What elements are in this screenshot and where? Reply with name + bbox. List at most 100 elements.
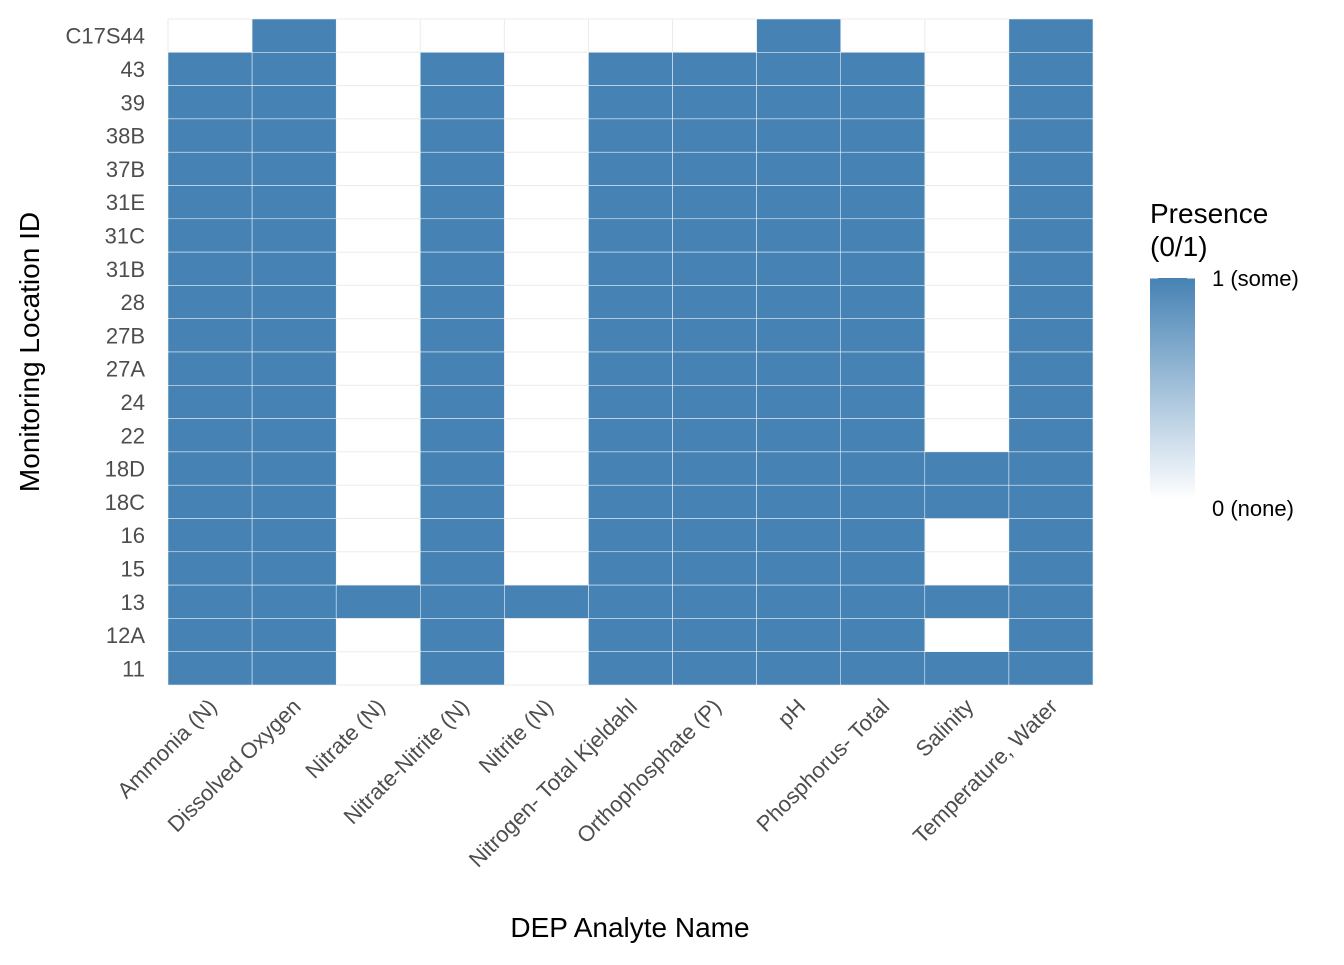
y-tick-label: 13	[121, 590, 145, 615]
heatmap-cell	[840, 85, 926, 120]
y-tick-labels: C17S44 43 39 38B 37B 31E 31C 31B 28 27B 27A 24 22 18D…	[65, 24, 145, 682]
heatmap-cell	[420, 351, 505, 386]
y-tick-label: 28	[121, 290, 145, 315]
x-tick-label: Salinity	[911, 694, 979, 762]
heatmap-cell	[756, 651, 841, 686]
heatmap-cell	[167, 351, 253, 386]
heatmap-cell	[167, 285, 253, 319]
heatmap-cell	[1008, 285, 1094, 319]
x-tick-label: Temperature, Water	[908, 694, 1063, 849]
y-tick-label: 38B	[106, 124, 145, 149]
heatmap-cell	[756, 484, 841, 519]
heatmap-cell	[420, 185, 505, 220]
heatmap-cell	[756, 451, 841, 486]
heatmap-cell	[588, 218, 673, 253]
heatmap-cell	[588, 52, 673, 86]
heatmap-cell	[672, 651, 757, 686]
heatmap-cell	[588, 351, 673, 386]
heatmap-cell	[756, 185, 841, 220]
y-tick-label: 22	[121, 423, 145, 448]
heatmap-cell	[756, 85, 841, 120]
heatmap-cell	[840, 151, 926, 186]
legend-label-high: 1 (some)	[1212, 266, 1299, 291]
heatmap-cell	[588, 584, 673, 619]
heatmap-cell	[840, 551, 926, 586]
heatmap-cell	[420, 551, 505, 586]
heatmap-cell	[167, 385, 253, 419]
heatmap-cell	[251, 52, 337, 86]
heatmap-cell	[756, 618, 841, 652]
heatmap-cell	[588, 185, 673, 220]
heatmap-cell	[756, 584, 841, 619]
heatmap-cell	[420, 285, 505, 319]
heatmap-cell	[251, 385, 337, 419]
heatmap-cell	[756, 52, 841, 86]
x-tick-label: Nitrogen- Total Kjeldahl	[464, 694, 642, 872]
heatmap-cell	[251, 451, 337, 486]
heatmap-cell	[840, 185, 926, 220]
heatmap-cell	[840, 318, 926, 353]
heatmap-cell	[840, 518, 926, 553]
heatmap-cell	[420, 118, 505, 153]
heatmap-cell	[672, 484, 757, 519]
heatmap-cell	[672, 118, 757, 153]
heatmap-cell	[588, 518, 673, 553]
heatmap-cell	[1008, 251, 1094, 286]
heatmap-cell	[672, 418, 757, 453]
heatmap-cell	[588, 651, 673, 686]
heatmap-cell	[420, 451, 505, 486]
heatmap-cell	[672, 52, 757, 86]
y-tick-label: 12A	[106, 623, 145, 648]
heatmap-cell	[251, 285, 337, 319]
y-tick-label: 27B	[106, 323, 145, 348]
heatmap-cell	[1008, 451, 1094, 486]
x-axis-title: DEP Analyte Name	[510, 912, 749, 943]
heatmap-cell	[756, 218, 841, 253]
heatmap-cell	[672, 451, 757, 486]
heatmap-cell	[1008, 185, 1094, 220]
y-tick-label: 37B	[106, 157, 145, 182]
heatmap-cell	[251, 518, 337, 553]
heatmap-cell	[251, 551, 337, 586]
heatmap-cell	[504, 584, 589, 619]
heatmap-cell	[840, 618, 926, 652]
y-tick-label: 43	[121, 57, 145, 82]
heatmap-cell	[167, 218, 253, 253]
heatmap-cell	[251, 584, 337, 619]
y-tick-label: 27A	[106, 357, 145, 382]
heatmap-cell	[420, 52, 505, 86]
heatmap-cell	[840, 418, 926, 453]
heatmap-cell	[924, 484, 1010, 519]
heatmap-cell	[840, 451, 926, 486]
heatmap-cell	[251, 251, 337, 286]
heatmap-cell	[840, 651, 926, 686]
legend-color-bar	[1150, 278, 1195, 500]
heatmap-cell	[251, 651, 337, 686]
heatmap-cell	[251, 118, 337, 153]
heatmap-cell	[420, 218, 505, 253]
heatmap-cell	[672, 318, 757, 353]
heatmap-cell	[756, 351, 841, 386]
heatmap-cell	[672, 351, 757, 386]
heatmap-cell	[251, 218, 337, 253]
heatmap-cell	[167, 151, 253, 186]
heatmap-cell	[756, 418, 841, 453]
heatmap-cell	[251, 85, 337, 120]
heatmap-cell	[672, 551, 757, 586]
heatmap-cell	[167, 251, 253, 286]
heatmap-cell	[588, 418, 673, 453]
heatmap-cell	[672, 185, 757, 220]
heatmap-cell	[1008, 518, 1094, 553]
legend-title-line-1: Presence	[1150, 198, 1268, 229]
heatmap-cell	[588, 251, 673, 286]
x-tick-label: Orthophosphate (P)	[572, 694, 726, 848]
heatmap-cell	[588, 318, 673, 353]
heatmap-cell	[840, 584, 926, 619]
heatmap-cell	[1008, 418, 1094, 453]
heatmap-cell	[420, 418, 505, 453]
heatmap-cell	[924, 584, 1010, 619]
heatmap-cell	[672, 584, 757, 619]
legend-label-low: 0 (none)	[1212, 496, 1294, 521]
legend-title-line-2: (0/1)	[1150, 231, 1208, 262]
